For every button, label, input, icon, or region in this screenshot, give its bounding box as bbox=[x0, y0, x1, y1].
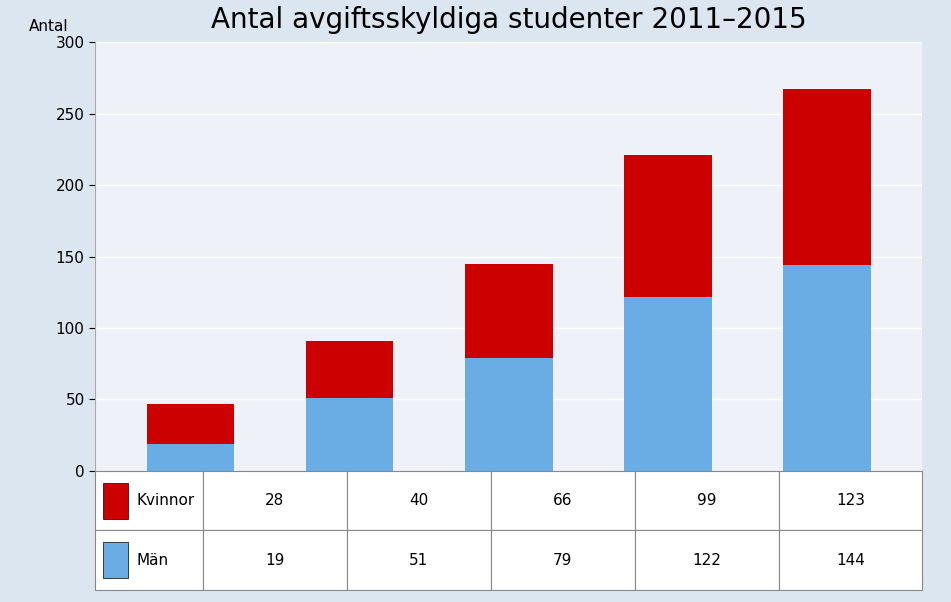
Bar bbox=[624, 297, 711, 471]
Bar bbox=[784, 265, 871, 471]
Bar bbox=[146, 444, 234, 471]
Bar bbox=[465, 358, 553, 471]
Text: 122: 122 bbox=[692, 553, 721, 568]
Bar bbox=[95, 471, 203, 530]
Text: Kvinnor: Kvinnor bbox=[137, 493, 195, 508]
Bar bbox=[306, 398, 394, 471]
Bar bbox=[95, 530, 203, 590]
Text: 99: 99 bbox=[697, 493, 716, 508]
Text: 40: 40 bbox=[409, 493, 428, 508]
Text: 144: 144 bbox=[836, 553, 864, 568]
Bar bbox=[624, 155, 711, 297]
Bar bbox=[203, 471, 346, 530]
Bar bbox=[634, 471, 779, 530]
Text: 66: 66 bbox=[553, 493, 573, 508]
Text: Män: Män bbox=[137, 553, 168, 568]
Bar bbox=[146, 404, 234, 444]
Bar bbox=[104, 542, 128, 578]
Bar bbox=[465, 264, 553, 358]
Bar bbox=[491, 471, 634, 530]
Text: 19: 19 bbox=[265, 553, 284, 568]
Text: 123: 123 bbox=[836, 493, 865, 508]
Text: 51: 51 bbox=[409, 553, 428, 568]
Bar bbox=[346, 471, 491, 530]
Text: Antal: Antal bbox=[29, 19, 68, 34]
Bar bbox=[779, 471, 922, 530]
Bar bbox=[634, 530, 779, 590]
Bar bbox=[491, 530, 634, 590]
Bar bbox=[104, 483, 128, 518]
Bar bbox=[779, 530, 922, 590]
Text: 28: 28 bbox=[265, 493, 284, 508]
Bar bbox=[203, 530, 346, 590]
Bar bbox=[346, 530, 491, 590]
Title: Antal avgiftsskyldiga studenter 2011–2015: Antal avgiftsskyldiga studenter 2011–201… bbox=[211, 6, 806, 34]
Bar bbox=[784, 89, 871, 265]
Bar bbox=[306, 341, 394, 398]
Text: 79: 79 bbox=[553, 553, 573, 568]
